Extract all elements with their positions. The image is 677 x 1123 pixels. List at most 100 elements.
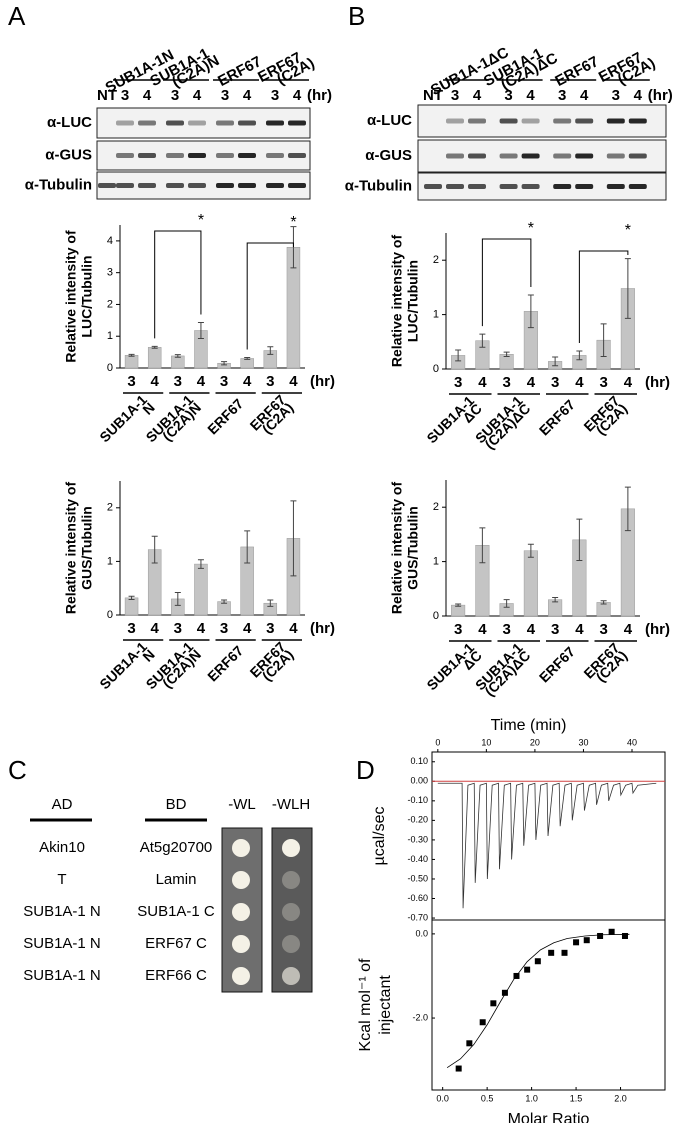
data-point [479,1019,486,1026]
error-bar [576,350,583,361]
error-bar [527,543,534,558]
error-bar [479,333,486,348]
x-tick-label: 4 [243,373,252,390]
y-tick-label: 0 [433,610,439,622]
error-bar [455,603,462,607]
y-axis-label: GUS/Tubulin [405,506,421,590]
x-tick-label: 4 [151,373,160,390]
band [288,153,306,158]
data-point [561,949,568,956]
error-bar [576,518,583,562]
x-tick-label: 3 [502,621,510,638]
x-tick-label: 4 [575,621,584,638]
band [575,153,594,159]
error-bar [503,351,510,357]
error-bar [624,258,631,319]
x-tick-label: 3 [174,373,182,390]
significance-star: * [528,220,534,237]
x-tick-label: 10 [481,737,491,747]
plot-frame [431,919,666,1091]
x-tick-label: 0.5 [481,1093,494,1103]
band [575,184,594,189]
y-tick-label: 1 [107,330,113,342]
error-bar [174,354,181,358]
colony [232,967,250,985]
y-tick-label: -2.0 [412,1012,428,1022]
band [138,153,156,158]
column-header: -WLH [272,796,310,813]
bd-label: ERF67 C [145,935,207,952]
x-tick-label: 4 [197,620,206,637]
antibody-label: α-Tubulin [345,177,412,194]
y-tick-label: 4 [107,235,113,247]
band [468,153,486,159]
error-bar [552,356,559,367]
colony [232,871,250,889]
y-tick-label: -0.60 [407,893,428,903]
nt-label: NT [423,87,443,104]
error-bar [503,599,510,608]
band [521,153,540,159]
band [499,184,518,189]
data-point [534,958,541,965]
x-tick-label: 4 [289,620,298,637]
lane-label: 4 [243,87,252,104]
band [606,153,625,159]
bd-label: Lamin [156,871,197,888]
error-bar [624,486,631,532]
y-axis-label: injectant [377,975,394,1035]
unit-label: (hr) [307,87,332,104]
unit-label: (hr) [645,621,670,638]
y-tick-label: 2 [433,501,439,513]
band [188,183,206,188]
error-bar [197,322,204,339]
x-tick-label: 30 [578,737,588,747]
y-tick-label: -0.50 [407,873,428,883]
antibody-label: α-LUC [47,114,92,131]
ad-label: SUB1A-1 N [23,903,101,920]
y-axis-label: Relative intensity of [63,230,79,363]
band [606,184,625,189]
x-tick-label: 4 [575,374,584,391]
bd-label: ERF66 C [145,967,207,984]
band [628,153,647,159]
thermogram [437,782,657,909]
colony [232,839,250,857]
error-bar [290,500,297,577]
x-tick-label: 3 [454,374,462,391]
error-bar [221,361,228,366]
y-tick-label: 1 [433,309,439,321]
band [575,118,594,124]
band [446,118,464,124]
colony [282,871,300,889]
bar [523,550,538,617]
error-bar [244,530,251,564]
y-tick-label: 0 [433,363,439,375]
nt-label: NT [97,87,117,104]
band [521,118,540,124]
data-point [455,1065,462,1072]
band [216,120,234,126]
x-tick-label: 3 [599,374,607,391]
lane-label: 3 [612,87,620,104]
error-bar [600,600,607,605]
x-tick-label: 4 [527,621,536,638]
data-point [490,1000,497,1007]
x-tick-label: 3 [174,620,182,637]
y-tick-label: 1 [107,555,113,567]
lane-label: 4 [634,87,643,104]
x-tick-label: 3 [220,373,228,390]
band [216,153,234,158]
data-point [597,932,604,939]
significance-bracket [578,250,629,344]
x-tick-label: 3 [266,373,274,390]
band [98,183,116,188]
colony [282,935,300,953]
band [188,153,206,158]
error-bar [221,599,228,604]
x-tick-label: 0.0 [436,1093,449,1103]
y-axis-label: LUC/Tubulin [405,260,421,342]
x-tick-label: 3 [127,373,135,390]
band [138,183,156,188]
